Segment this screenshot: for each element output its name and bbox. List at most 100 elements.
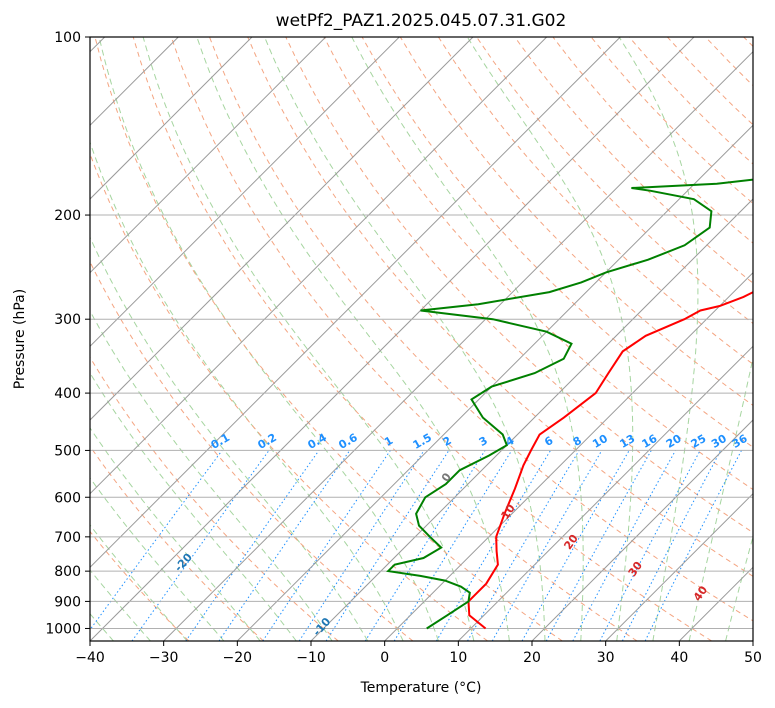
x-tick-label: −20 [223, 650, 253, 666]
dry-adiabat-line [437, 37, 753, 365]
chart-title: wetPf2_PAZ1.2025.045.07.31.G02 [276, 11, 567, 31]
mixing-ratio-label: 36 [730, 432, 750, 451]
mixing-ratio-label: 1 [382, 434, 395, 449]
mixing-ratio-label: 0.1 [209, 431, 232, 452]
dewpoint-line [386, 178, 753, 630]
x-axis-label: Temperature (°C) [360, 680, 482, 696]
y-tick-label: 600 [54, 490, 81, 506]
isotherm-line [90, 37, 253, 200]
moist-adiabat-line [725, 534, 753, 641]
isotherm-line [163, 50, 753, 641]
moist-adiabats [90, 37, 753, 641]
isotherm-line [90, 37, 695, 641]
mixing-ratio-label: 3 [477, 434, 490, 449]
mixing-ratio-label: 20 [664, 432, 684, 451]
isotherm-line [678, 566, 753, 641]
moist-adiabat-line [90, 236, 369, 641]
moist-adiabat-line [90, 372, 297, 641]
x-tick-label: 0 [380, 650, 389, 666]
y-tick-label: 700 [54, 530, 81, 546]
x-tick-label: −10 [296, 650, 326, 666]
y-tick-label: 500 [54, 443, 81, 459]
dry-adiabat-line [90, 445, 264, 641]
moist-adiabat-line [688, 355, 753, 641]
y-tick-label: 1000 [45, 621, 81, 637]
dry-adiabat-line [170, 37, 712, 641]
isotherm-line [90, 37, 548, 495]
mixing-ratio-label: 8 [571, 434, 584, 449]
mixing-ratio-label: 10 [590, 432, 610, 451]
moist-adiabat-line [90, 524, 188, 641]
y-tick-label: 200 [54, 208, 81, 224]
mixing-ratio-line [90, 450, 223, 631]
moist-adiabat-line [90, 569, 151, 641]
moist-adiabat-line [618, 37, 699, 641]
dry-adiabat-line [514, 37, 753, 284]
isotherms [90, 37, 753, 641]
mixing-ratio-line [364, 450, 486, 641]
isotherm-line [384, 271, 753, 641]
isotherm-line [90, 37, 400, 348]
mixing-ratio-line [185, 450, 320, 641]
dry-adiabat-line [552, 37, 753, 244]
isotherm-line [310, 198, 753, 641]
mixing-ratio-lines [90, 450, 742, 641]
moist-adiabat-line [90, 140, 404, 641]
y-tick-label: 100 [54, 30, 81, 46]
dry-adiabat-line [705, 37, 753, 87]
mixing-ratio-line [621, 450, 722, 641]
dry-adiabat-line [247, 37, 753, 577]
y-axis-ticks: 100 200 300 400 500 600 700 800 900 1000 [45, 30, 90, 637]
x-tick-label: 40 [670, 650, 688, 666]
y-tick-label: 300 [54, 312, 81, 328]
y-tick-label: 400 [54, 386, 81, 402]
isotherm-line [752, 640, 753, 641]
dry-adiabat-line [90, 356, 339, 641]
mixing-ratio-line [644, 450, 742, 641]
mixing-ratio-line [325, 450, 450, 641]
isotherm-line [90, 37, 621, 569]
mixing-ratio-line [521, 450, 630, 641]
moist-adiabat-line [264, 37, 546, 641]
moist-adiabat-label: 10 [498, 502, 518, 522]
temperature-line [467, 291, 753, 630]
mixing-ratio-label: 0.4 [306, 431, 330, 452]
mixing-ratio-line [435, 450, 552, 641]
mixing-ratio-line [599, 450, 701, 641]
moist-adiabat-line [90, 477, 225, 641]
x-tick-label: −30 [149, 650, 179, 666]
mixing-ratio-line [262, 450, 391, 641]
y-axis-label: Pressure (hPa) [12, 289, 28, 389]
moist-adiabat-label: 40 [691, 583, 711, 603]
dry-adiabat-line [399, 37, 753, 407]
x-tick-label: 30 [597, 650, 615, 666]
mixing-ratio-line [393, 450, 513, 641]
dry-adiabat-line [132, 37, 638, 641]
plot-frame [89, 36, 754, 642]
dry-adiabat-line [94, 37, 563, 641]
x-axis-ticks: −40 −30 −20 −10 0 10 20 30 40 50 [75, 641, 762, 666]
dry-adiabat-line [743, 37, 753, 48]
mixing-ratio-label: 30 [709, 432, 729, 451]
mixing-ratio-line [572, 450, 676, 641]
mixing-ratio-label: 16 [640, 432, 660, 451]
mixing-ratio-label: 6 [542, 434, 555, 449]
profile-series [386, 178, 753, 630]
dry-adiabats [90, 37, 753, 641]
y-tick-label: 800 [54, 564, 81, 580]
moist-adiabat-line [90, 310, 333, 641]
y-tick-label: 900 [54, 594, 81, 610]
moist-adiabat-label: 30 [626, 559, 646, 579]
isotherm-line [90, 37, 327, 274]
mixing-ratio-line [545, 450, 652, 641]
dry-adiabat-line [90, 260, 414, 641]
isotherm-line [90, 37, 474, 421]
mixing-ratio-line [298, 450, 425, 641]
isotherm-line [457, 345, 753, 641]
isotherm-line [236, 124, 753, 641]
moist-adiabat-label: 0 [439, 470, 454, 484]
dry-adiabat-line [667, 37, 753, 126]
isobars [90, 37, 753, 629]
dry-adiabat-labels: -100-90-80-70-60-50-40-30-20-10 [172, 551, 334, 639]
